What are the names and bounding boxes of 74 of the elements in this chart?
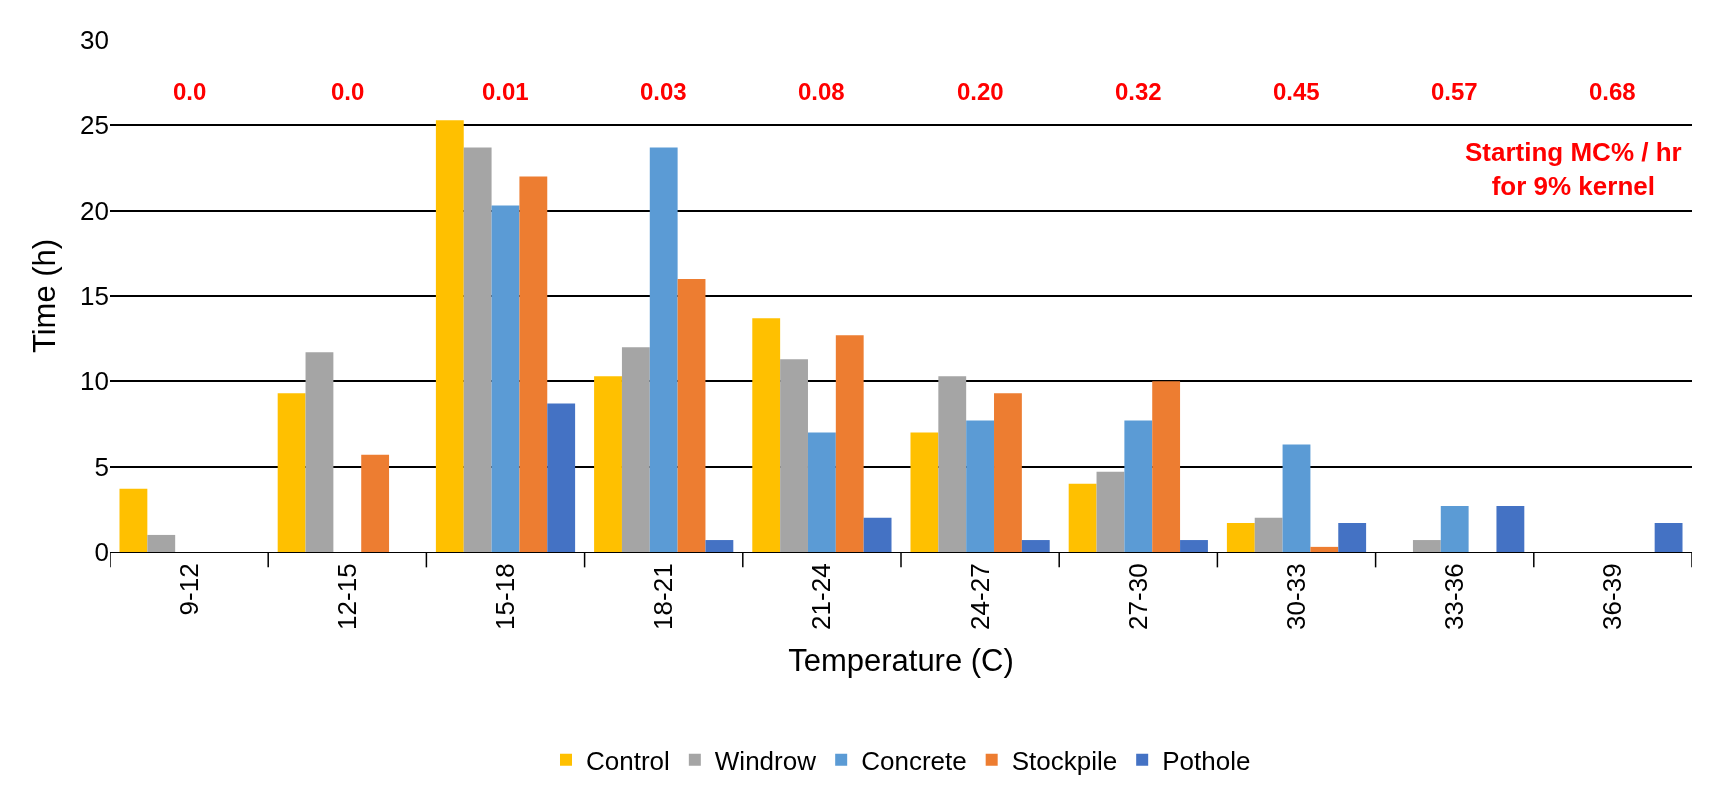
y-tick-label: 25 bbox=[80, 110, 109, 141]
x-tick-label: 15-18 bbox=[489, 563, 520, 630]
bar bbox=[1654, 522, 1683, 552]
y-tick-label: 30 bbox=[80, 25, 109, 56]
y-axis-title: Time (h) bbox=[26, 238, 62, 354]
bar bbox=[1096, 471, 1125, 552]
bar bbox=[835, 335, 864, 552]
y-tick-label: 10 bbox=[80, 366, 109, 397]
y-tick-label: 20 bbox=[80, 195, 109, 226]
bar bbox=[1440, 505, 1469, 552]
x-tick-label: 9-12 bbox=[173, 563, 204, 616]
bar bbox=[519, 176, 548, 552]
bar bbox=[1412, 540, 1441, 552]
bar bbox=[780, 359, 808, 552]
x-tick-label: 30-33 bbox=[1280, 563, 1311, 630]
bar bbox=[677, 278, 706, 552]
bar bbox=[305, 352, 334, 552]
bar bbox=[1124, 420, 1153, 552]
bar bbox=[863, 517, 892, 552]
bar bbox=[491, 205, 520, 552]
annotation: 0.57 bbox=[1431, 78, 1478, 105]
bar bbox=[1068, 483, 1097, 552]
x-axis-title: Temperature (C) bbox=[788, 643, 1014, 679]
bar bbox=[621, 347, 650, 552]
annotation: 0.68 bbox=[1589, 78, 1636, 105]
bar bbox=[938, 376, 967, 552]
annotation: 0.0 bbox=[173, 78, 207, 105]
bar bbox=[1338, 522, 1367, 552]
bar bbox=[1226, 522, 1255, 552]
x-tick-label: 18-21 bbox=[648, 563, 679, 630]
x-tick-label: 21-24 bbox=[806, 563, 837, 630]
bar bbox=[1180, 540, 1208, 552]
legend-label: Stockpile bbox=[1011, 745, 1118, 776]
bar bbox=[594, 376, 622, 552]
x-tick-label: 33-36 bbox=[1439, 563, 1470, 630]
x-tick-label: 24-27 bbox=[964, 563, 995, 630]
y-tick-label: 0 bbox=[94, 537, 109, 568]
bar bbox=[705, 540, 734, 552]
bar bbox=[1496, 505, 1525, 552]
bar bbox=[1152, 381, 1181, 552]
bar bbox=[1021, 540, 1050, 552]
annotation: 0.0 bbox=[331, 78, 365, 105]
bar bbox=[1254, 517, 1283, 552]
legend-label: Concrete bbox=[861, 745, 967, 776]
bar bbox=[807, 432, 836, 552]
bar bbox=[1310, 546, 1339, 552]
bar bbox=[435, 120, 464, 552]
bar bbox=[910, 432, 939, 552]
bar bbox=[277, 393, 306, 552]
x-tick-label: 36-39 bbox=[1597, 563, 1628, 630]
bar bbox=[119, 488, 148, 552]
bar bbox=[547, 403, 576, 552]
x-tick-label: 12-15 bbox=[331, 563, 362, 630]
annotation: 0.08 bbox=[798, 78, 845, 105]
annotation: 0.20 bbox=[957, 78, 1004, 105]
bar bbox=[361, 454, 390, 552]
bar bbox=[463, 147, 492, 552]
x-tick-label: 27-30 bbox=[1122, 563, 1153, 630]
legend-label: Pothole bbox=[1162, 745, 1251, 776]
annotation: 0.01 bbox=[482, 78, 529, 105]
bar bbox=[752, 318, 781, 552]
y-tick-label: 15 bbox=[80, 281, 109, 312]
bar bbox=[1282, 444, 1311, 552]
legend-label: Windrow bbox=[714, 745, 817, 776]
bar bbox=[966, 420, 995, 552]
annotation: 0.45 bbox=[1273, 78, 1320, 105]
bar bbox=[147, 534, 176, 552]
y-tick-label: 5 bbox=[94, 451, 109, 482]
bar bbox=[994, 393, 1022, 552]
annotation: 0.32 bbox=[1115, 78, 1162, 105]
annotation: Starting MC% / hr for 9% kernel bbox=[1465, 137, 1682, 201]
legend-label: Control bbox=[586, 745, 670, 776]
bar bbox=[649, 147, 678, 552]
annotation: 0.03 bbox=[640, 78, 687, 105]
